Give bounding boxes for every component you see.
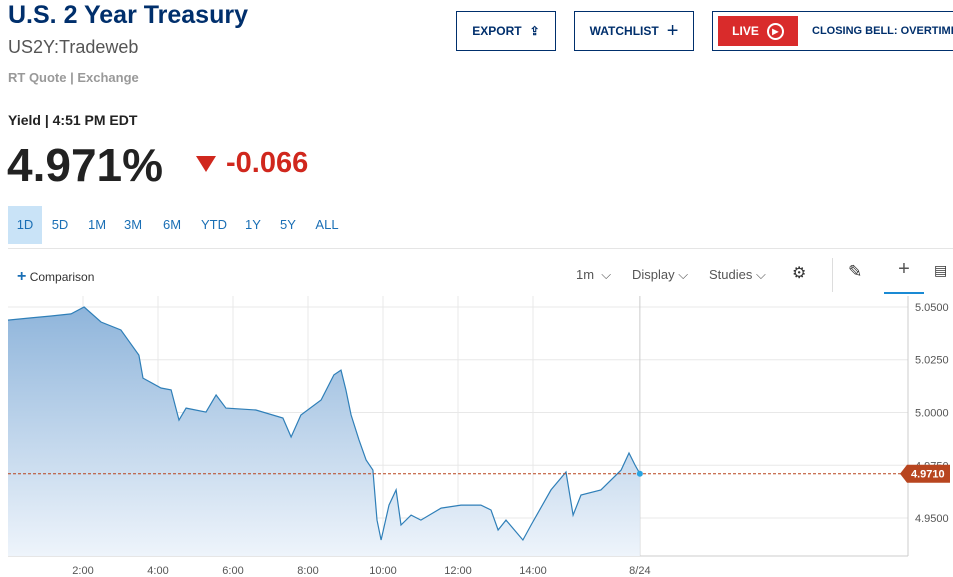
range-tab[interactable]: 5Y (280, 217, 296, 232)
last-price-label: 4.9710 (911, 469, 945, 481)
price: 4.971% (7, 139, 164, 191)
range-tab[interactable]: ALL (315, 217, 339, 232)
label: EXPORT (472, 24, 522, 38)
source: RT Quote | Exchange (8, 70, 139, 85)
draw-tool[interactable]: ✎ (848, 262, 863, 281)
label: Studies (709, 267, 753, 282)
range-tab[interactable]: 3M (123, 217, 143, 232)
label: Comparison (29, 270, 95, 284)
x-tick-label: 8/24 (629, 565, 650, 577)
line (7, 306, 641, 542)
label: LIVE (732, 24, 759, 38)
range-tab[interactable]: 5D (51, 217, 69, 232)
change: -0.066 (226, 147, 309, 179)
symbol: US2Y:Tradeweb (8, 37, 139, 57)
x-tick-label: 10:00 (369, 565, 397, 577)
range-tab[interactable]: YTD (201, 217, 227, 232)
icon: ▶ (766, 22, 784, 40)
watchlist-button[interactable]: WATCHLIST + (574, 11, 694, 51)
down-arrow (196, 156, 216, 172)
y-tick-label: 4.9500 (915, 513, 949, 525)
icon: ⇪ (529, 24, 540, 38)
crosshair[interactable]: + (884, 258, 924, 294)
last-point (636, 470, 643, 477)
display[interactable]: Display ⌵ (632, 267, 689, 282)
x-tick-label: 14:00 (519, 565, 547, 577)
export-button[interactable]: EXPORT ⇪ (456, 11, 556, 51)
chart: 4.95004.97505.00005.02505.05002:004:006:… (7, 296, 950, 577)
show: CLOSING BELL: OVERTIME (812, 25, 953, 37)
x-tick-label: 8:00 (297, 565, 318, 577)
live-badge: LIVE ▶ (718, 16, 798, 46)
label: 1m (576, 267, 595, 282)
x-tick-label: 4:00 (147, 565, 168, 577)
label: WATCHLIST (589, 24, 659, 38)
comment[interactable]: ▤ (934, 262, 948, 278)
settings[interactable]: ⚙ (792, 265, 807, 282)
quote-label: Yield | 4:51 PM EDT (8, 112, 138, 128)
y-tick-label: 5.0250 (915, 355, 949, 367)
y-tick-label: 5.0000 (915, 407, 949, 419)
x-tick-label: 2:00 (72, 565, 93, 577)
range-tab[interactable]: 1D (8, 206, 42, 244)
range-tab[interactable]: 1M (87, 217, 107, 232)
area (8, 307, 640, 556)
label: Display (632, 267, 675, 282)
studies[interactable]: Studies ⌵ (709, 267, 766, 282)
title: U.S. 2 Year Treasury (8, 1, 248, 29)
last-price-tag (900, 464, 950, 483)
icon: + (666, 19, 679, 42)
range-tab[interactable]: 6M (162, 217, 182, 232)
comparison[interactable]: + Comparison (17, 268, 95, 285)
divider (832, 258, 833, 292)
interval[interactable]: 1m ⌵ (576, 267, 612, 282)
divider (8, 248, 953, 249)
live-button[interactable]: LIVE ▶ CLOSING BELL: OVERTIME (712, 11, 953, 51)
y-tick-label: 5.0500 (915, 302, 949, 314)
x-tick-label: 12:00 (444, 565, 472, 577)
range-tab[interactable]: 1Y (245, 217, 261, 232)
x-tick-label: 6:00 (222, 565, 243, 577)
